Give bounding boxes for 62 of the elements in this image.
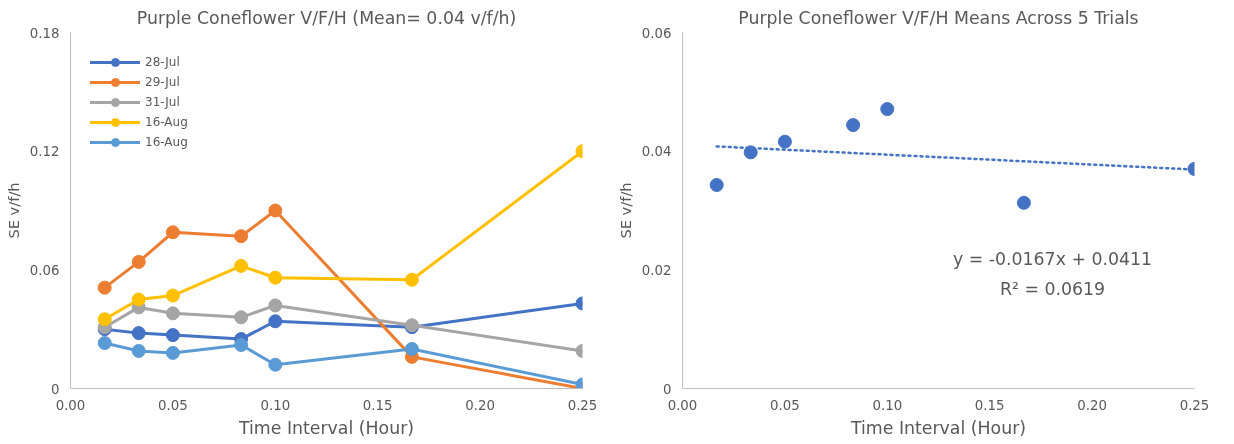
point — [880, 102, 895, 117]
x-tick-label: 0.05 — [158, 397, 188, 413]
point — [268, 314, 283, 329]
y-tick-label: 0.04 — [641, 144, 672, 160]
point — [165, 328, 180, 343]
legend-label: 28-Jul — [145, 55, 180, 69]
point — [97, 312, 112, 327]
x-axis-title: Time Interval (Hour) — [237, 417, 415, 438]
point — [268, 270, 283, 285]
x-tick-label: 0.20 — [465, 397, 495, 413]
legend-label: 29-Jul — [145, 75, 180, 89]
x-tick-label: 0.25 — [1179, 397, 1210, 413]
x-axis-title: Time Interval (Hour) — [849, 417, 1027, 438]
x-tick-label: 0.00 — [667, 397, 698, 413]
y-tick-label: 0.06 — [641, 25, 672, 41]
y-tick-label: 0.02 — [641, 262, 672, 278]
point — [97, 280, 112, 295]
x-tick-label: 0.10 — [872, 397, 903, 413]
point — [234, 310, 249, 325]
point — [709, 178, 724, 192]
point — [165, 345, 180, 360]
chart-title: Purple Coneflower V/F/H (Mean= 0.04 v/f/h) — [136, 7, 517, 28]
y-tick-label: 0.12 — [29, 144, 60, 160]
point — [97, 336, 112, 350]
legend-label: 16-Aug — [145, 115, 188, 129]
x-tick-label: 0.10 — [260, 397, 291, 413]
point — [131, 254, 146, 269]
point — [404, 272, 419, 287]
x-tick-label: 0.20 — [1077, 397, 1107, 413]
point — [846, 118, 861, 133]
legend-label: 16-Aug — [145, 135, 188, 149]
x-tick-label: 0.00 — [55, 397, 86, 413]
x-tick-label: 0.05 — [770, 397, 800, 413]
point — [165, 306, 180, 321]
point — [165, 225, 180, 240]
point — [1016, 195, 1031, 210]
y-axis-title: SE v/f/h — [4, 182, 22, 239]
point — [131, 326, 146, 341]
point — [165, 288, 180, 303]
annotation: y = -0.0167x + 0.0411 — [952, 248, 1153, 269]
point — [234, 229, 249, 244]
point — [131, 343, 146, 358]
y-tick-label: 0.18 — [29, 25, 60, 41]
point — [404, 341, 419, 356]
point — [777, 134, 792, 149]
point — [743, 145, 758, 160]
y-tick-label: 0.06 — [29, 262, 60, 278]
y-axis-title: SE v/f/h — [616, 182, 634, 239]
chart-title: Purple Coneflower V/F/H Means Across 5 Trials — [738, 7, 1139, 28]
point — [234, 338, 249, 352]
point — [268, 357, 283, 372]
point — [268, 298, 283, 313]
point — [234, 258, 249, 273]
annotation: R² = 0.0619 — [999, 278, 1106, 299]
x-tick-label: 0.15 — [362, 397, 393, 413]
x-tick-label: 0.25 — [567, 397, 598, 413]
legend-label: 31-Jul — [145, 95, 180, 109]
point — [268, 203, 283, 218]
y-tick-label: 0 — [663, 381, 672, 397]
y-tick-label: 0 — [51, 381, 60, 397]
x-tick-label: 0.15 — [974, 397, 1005, 413]
point — [131, 292, 146, 307]
